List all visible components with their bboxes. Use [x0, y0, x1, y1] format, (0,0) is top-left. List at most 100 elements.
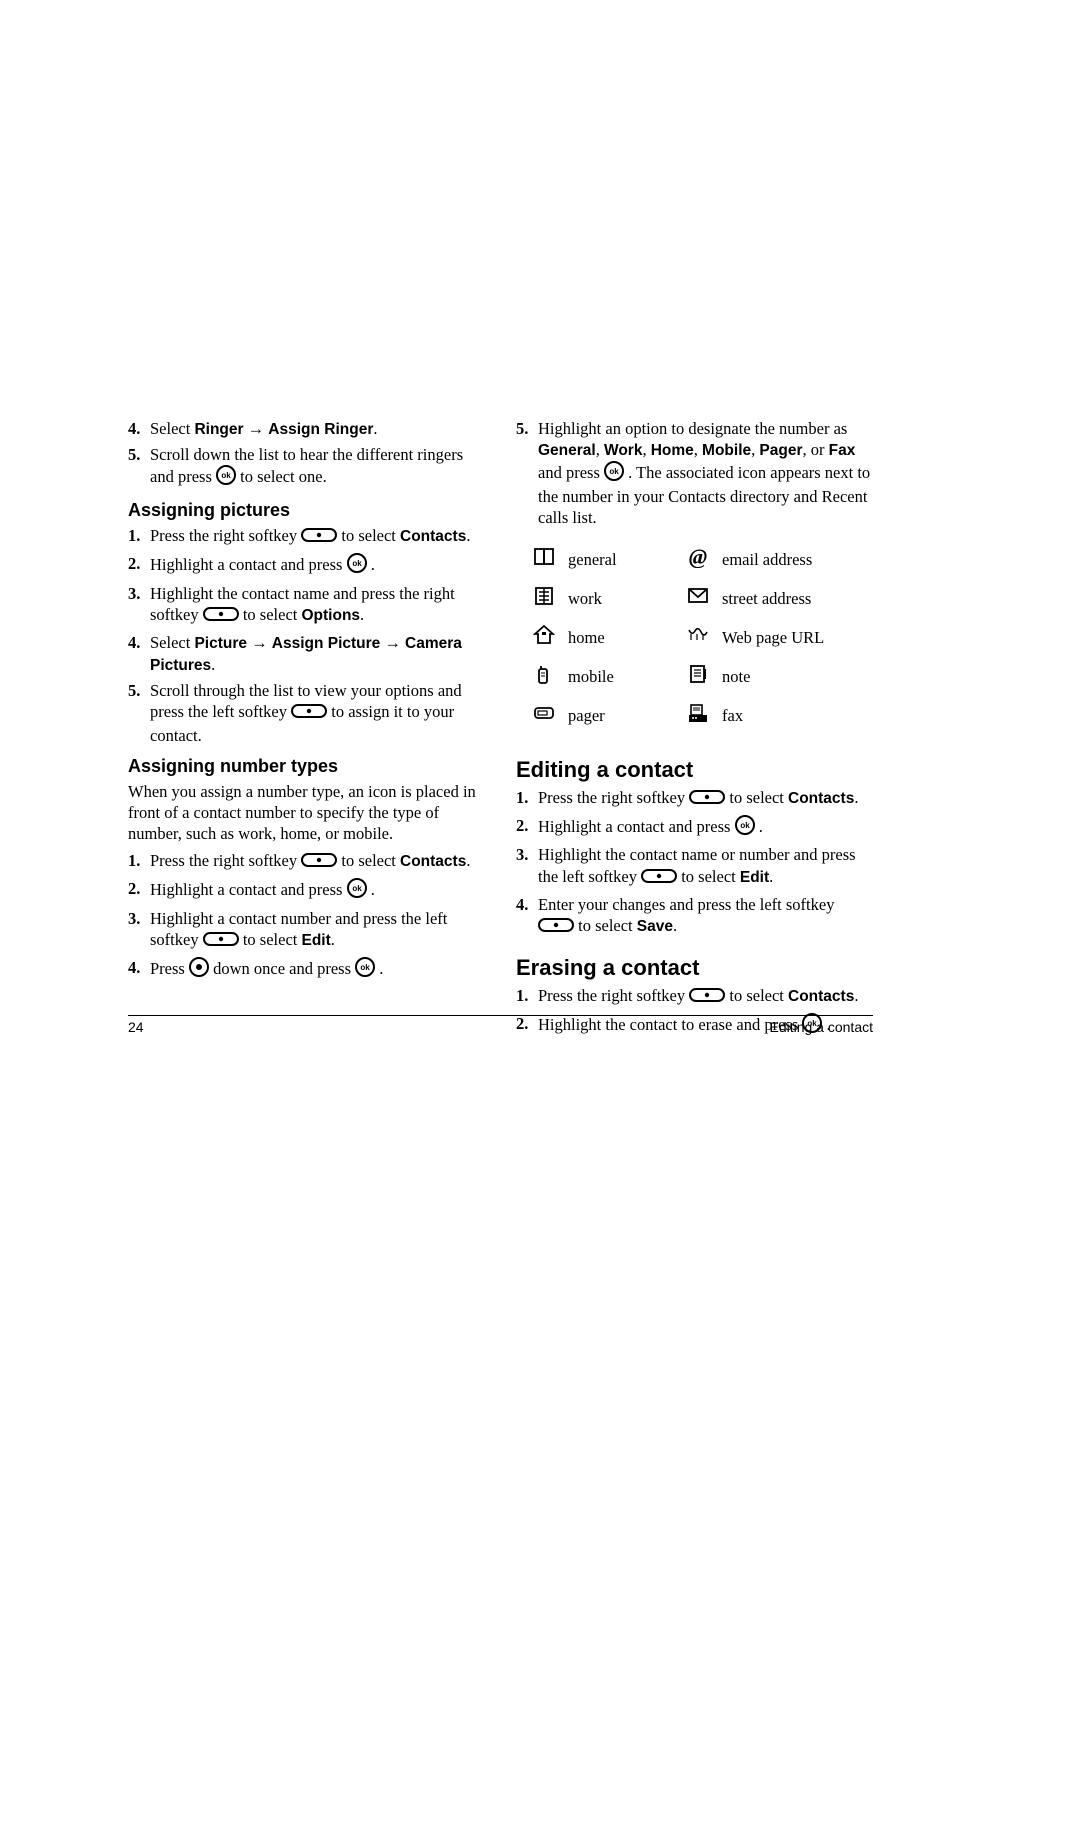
pager-icon: [533, 702, 555, 724]
icon-row: work street address: [526, 585, 824, 612]
list-item: 1.Press the right softkey to select Cont…: [128, 850, 486, 874]
list-item: 4.Press down once and press .: [128, 957, 486, 982]
list-body: Highlight an option to designate the num…: [538, 418, 873, 528]
icon-label: mobile: [562, 663, 680, 690]
numtypes-intro: When you assign a number type, an icon i…: [128, 781, 486, 844]
icon-label: Web page URL: [716, 624, 824, 651]
list-item: 5.Scroll down the list to hear the diffe…: [128, 444, 486, 490]
list-body: Enter your changes and press the left so…: [538, 894, 873, 939]
icon-label: pager: [562, 702, 680, 729]
list-number: 1.: [128, 850, 150, 871]
list-item: 4.Select Picture → Assign Picture → Came…: [128, 632, 486, 676]
cont-list: 5.Highlight an option to designate the n…: [516, 418, 873, 528]
street-icon: [687, 585, 709, 607]
list-body: Press the right softkey to select Contac…: [150, 525, 486, 549]
list-body: Highlight the contact name or number and…: [538, 844, 873, 889]
pre-list: 4.Select Ringer → Assign Ringer.5.Scroll…: [128, 418, 486, 490]
list-number: 1.: [516, 787, 538, 808]
page-number: 24: [128, 1019, 144, 1035]
icon-row: pager fax: [526, 702, 824, 729]
list-number: 3.: [128, 583, 150, 604]
softkey-icon: [301, 526, 337, 549]
softkey-icon: [203, 605, 239, 628]
icon-label: fax: [716, 702, 824, 729]
list-item: 3.Highlight the contact name or number a…: [516, 844, 873, 889]
list-item: 3.Highlight a contact number and press t…: [128, 908, 486, 953]
fax-icon: [687, 702, 709, 724]
list-number: 5.: [128, 680, 150, 701]
list-body: Press the right softkey to select Contac…: [538, 985, 873, 1009]
list-number: 1.: [128, 525, 150, 546]
icon-table: general email address work street address ho…: [526, 534, 824, 741]
edit-list: 1.Press the right softkey to select Cont…: [516, 787, 873, 939]
heading-editing-contact: Editing a contact: [516, 757, 873, 783]
softkey-icon: [291, 702, 327, 725]
icon-label: general: [562, 546, 680, 573]
ok-icon: [347, 553, 367, 578]
list-body: Highlight the contact name and press the…: [150, 583, 486, 628]
list-number: 5.: [516, 418, 538, 439]
list-number: 1.: [516, 985, 538, 1006]
list-body: Scroll through the list to view your opt…: [150, 680, 486, 746]
icon-row: mobile note: [526, 663, 824, 690]
ok-icon: [355, 957, 375, 982]
list-number: 2.: [516, 815, 538, 836]
ok-icon: [604, 461, 624, 486]
list-number: 4.: [516, 894, 538, 915]
list-item: 2.Highlight a contact and press .: [128, 553, 486, 578]
list-item: 2.Highlight a contact and press .: [516, 815, 873, 840]
list-number: 4.: [128, 957, 150, 978]
icon-label: note: [716, 663, 824, 690]
icon-label: work: [562, 585, 680, 612]
list-body: Highlight a contact and press .: [150, 553, 486, 578]
icon-label: email address: [716, 546, 824, 573]
icon-row: general email address: [526, 546, 824, 573]
heading-assigning-number-types: Assigning number types: [128, 756, 486, 777]
footer: 24 Editing a contact: [128, 1015, 873, 1035]
web-icon: [687, 624, 709, 646]
list-item: 1.Press the right softkey to select Cont…: [516, 787, 873, 811]
ok-icon: [347, 878, 367, 903]
list-body: Select Ringer → Assign Ringer.: [150, 418, 486, 440]
list-body: Scroll down the list to hear the differe…: [150, 444, 486, 490]
nav-icon: [189, 957, 209, 982]
softkey-icon: [689, 986, 725, 1009]
left-column: 4.Select Ringer → Assign Ringer.5.Scroll…: [128, 418, 486, 1042]
general-icon: [533, 546, 555, 568]
icon-label: street address: [716, 585, 824, 612]
list-item: 3.Highlight the contact name and press t…: [128, 583, 486, 628]
ok-icon: [216, 465, 236, 490]
softkey-icon: [538, 916, 574, 939]
icon-label: home: [562, 624, 680, 651]
list-body: Press the right softkey to select Contac…: [150, 850, 486, 874]
list-item: 1.Press the right softkey to select Cont…: [128, 525, 486, 549]
softkey-icon: [689, 788, 725, 811]
list-body: Press down once and press .: [150, 957, 486, 982]
icon-row: home Web page URL: [526, 624, 824, 651]
note-icon: [687, 663, 709, 685]
list-number: 3.: [128, 908, 150, 929]
list-number: 5.: [128, 444, 150, 465]
list-item: 4.Select Ringer → Assign Ringer.: [128, 418, 486, 440]
list-body: Press the right softkey to select Contac…: [538, 787, 873, 811]
softkey-icon: [301, 851, 337, 874]
email-icon: [687, 546, 709, 568]
heading-erasing-contact: Erasing a contact: [516, 955, 873, 981]
list-number: 2.: [128, 553, 150, 574]
ok-icon: [735, 815, 755, 840]
home-icon: [533, 624, 555, 646]
list-item: 1.Press the right softkey to select Cont…: [516, 985, 873, 1009]
pictures-list: 1.Press the right softkey to select Cont…: [128, 525, 486, 746]
list-number: 4.: [128, 632, 150, 653]
work-icon: [533, 585, 555, 607]
list-body: Highlight a contact number and press the…: [150, 908, 486, 953]
right-column: 5.Highlight an option to designate the n…: [516, 418, 873, 1042]
footer-section: Editing a contact: [769, 1019, 873, 1035]
list-item: 2.Highlight a contact and press .: [128, 878, 486, 903]
list-item: 5.Highlight an option to designate the n…: [516, 418, 873, 528]
list-item: 5.Scroll through the list to view your o…: [128, 680, 486, 746]
list-body: Highlight a contact and press .: [538, 815, 873, 840]
list-item: 4.Enter your changes and press the left …: [516, 894, 873, 939]
list-body: Highlight a contact and press .: [150, 878, 486, 903]
list-number: 4.: [128, 418, 150, 439]
